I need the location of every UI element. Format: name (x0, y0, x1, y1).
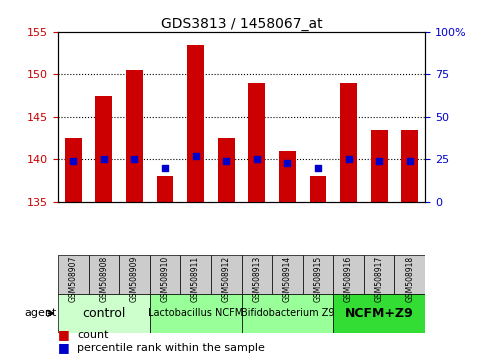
Text: GSM508913: GSM508913 (252, 256, 261, 302)
Point (130, 156, 138, 162)
Text: GSM508910: GSM508910 (160, 256, 170, 302)
Text: GSM508911: GSM508911 (191, 256, 200, 302)
Bar (58, 294, 150, 333)
Text: count: count (77, 330, 109, 339)
Text: ■: ■ (58, 328, 70, 341)
Text: GSM508909: GSM508909 (130, 256, 139, 302)
Point (375, 158, 383, 164)
Bar (88, 255, 119, 294)
Bar (310, 176, 327, 202)
Bar (333, 255, 364, 294)
Text: ■: ■ (58, 341, 70, 354)
Bar (333, 294, 425, 333)
Point (100, 156, 108, 162)
Bar (119, 255, 150, 294)
Text: percentile rank within the sample: percentile rank within the sample (77, 343, 265, 353)
Bar (401, 130, 418, 202)
Bar (96, 96, 112, 202)
Point (192, 153, 199, 159)
Point (253, 156, 261, 162)
Bar (156, 176, 173, 202)
Point (345, 156, 353, 162)
Point (222, 158, 230, 164)
Bar (248, 83, 265, 202)
Bar (364, 255, 395, 294)
Point (161, 165, 169, 171)
Text: Bifidobacterium Z9: Bifidobacterium Z9 (241, 308, 334, 318)
Bar (303, 255, 333, 294)
Bar (150, 294, 242, 333)
Text: GSM508907: GSM508907 (69, 256, 78, 302)
Text: agent: agent (24, 308, 57, 318)
Point (314, 165, 322, 171)
Point (70, 158, 77, 164)
Text: GSM508914: GSM508914 (283, 256, 292, 302)
Bar (395, 255, 425, 294)
Text: GSM508916: GSM508916 (344, 256, 353, 302)
Text: Lactobacillus NCFM: Lactobacillus NCFM (148, 308, 243, 318)
Text: GSM508912: GSM508912 (222, 256, 231, 302)
Point (284, 160, 291, 166)
Bar (340, 83, 357, 202)
Bar (65, 138, 82, 202)
Text: GSM508915: GSM508915 (313, 256, 323, 302)
Point (406, 158, 413, 164)
Bar (242, 294, 333, 333)
Text: GSM508917: GSM508917 (375, 256, 384, 302)
Bar (279, 151, 296, 202)
Bar (211, 255, 242, 294)
Text: GSM508908: GSM508908 (99, 256, 108, 302)
Text: control: control (82, 307, 126, 320)
Bar (187, 45, 204, 202)
Bar (218, 138, 235, 202)
Text: GSM508918: GSM508918 (405, 256, 414, 302)
Bar (242, 255, 272, 294)
Text: NCFM+Z9: NCFM+Z9 (345, 307, 413, 320)
Bar (180, 255, 211, 294)
Bar (150, 255, 180, 294)
Bar (272, 255, 303, 294)
Bar (126, 70, 143, 202)
Bar (58, 255, 88, 294)
Bar (371, 130, 387, 202)
Title: GDS3813 / 1458067_at: GDS3813 / 1458067_at (161, 17, 322, 31)
